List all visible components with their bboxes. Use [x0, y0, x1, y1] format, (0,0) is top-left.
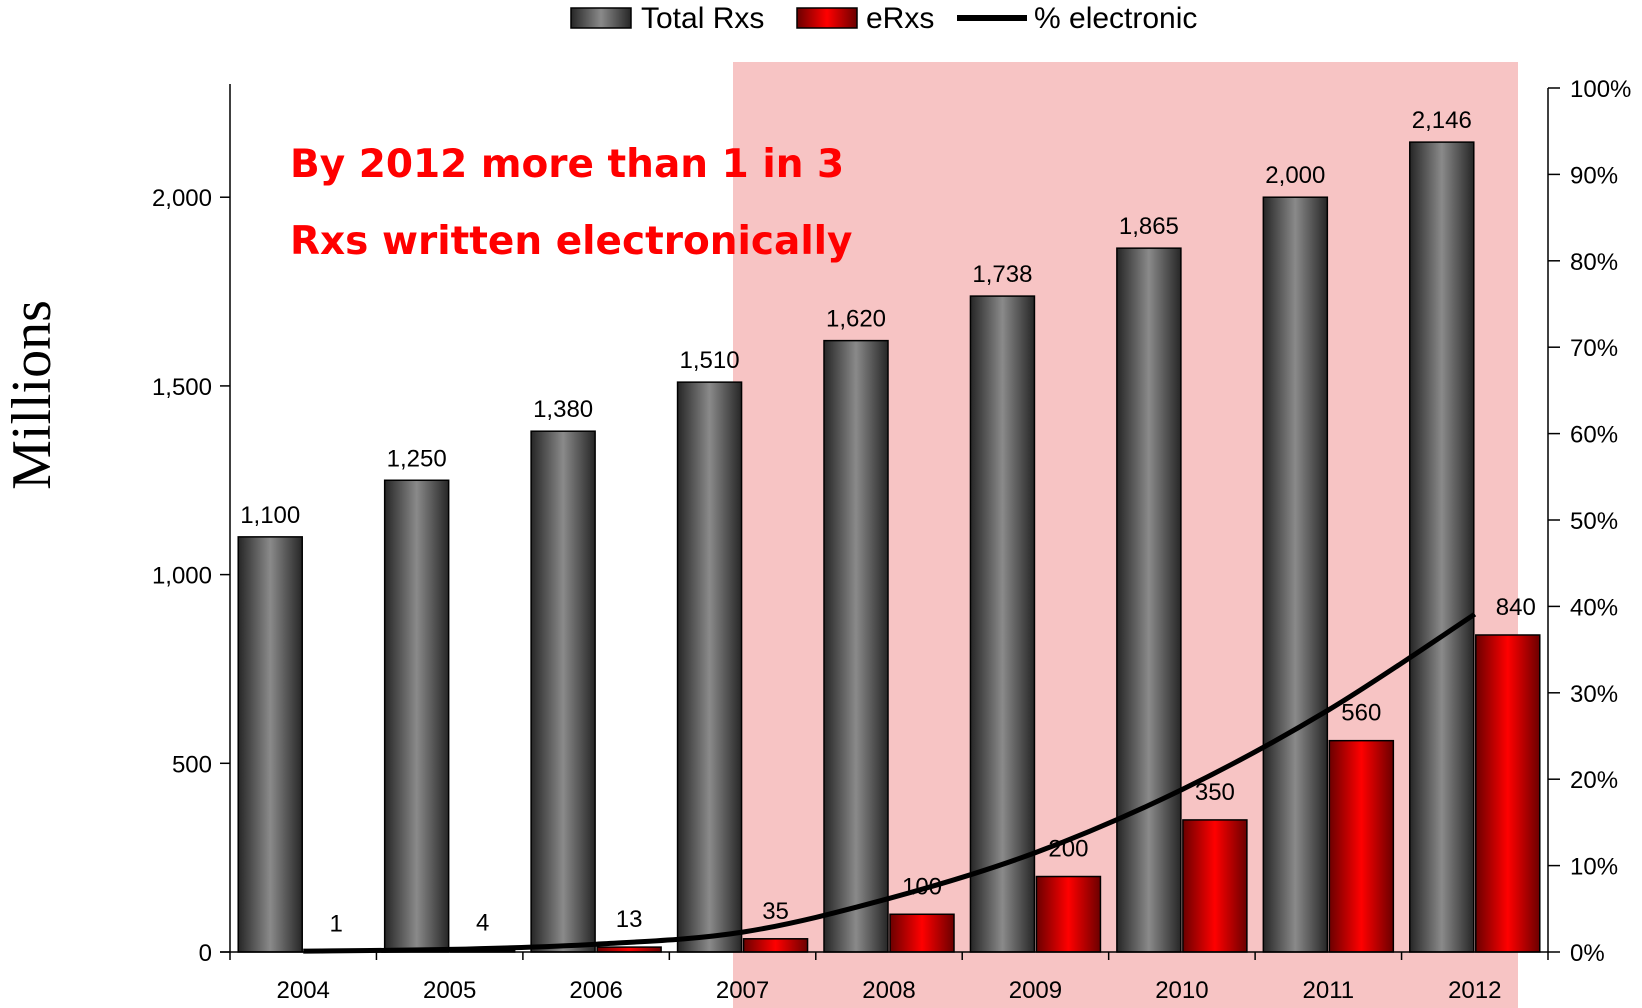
- legend-label-percent-electronic: % electronic: [1034, 2, 1197, 35]
- y2-tick-label-20: 20%: [1570, 767, 1618, 794]
- labels-layer: 1,100 1 2004 1,250 4 2005 1,380 13 2006 1,510 35 20…: [152, 76, 1631, 1004]
- y-axis-title: Millions: [1, 300, 63, 490]
- bar-total-rxs-2008: [823, 339, 889, 953]
- bar-erxs-2008: [889, 913, 955, 953]
- x-tick-label-2004: 2004: [277, 977, 330, 1004]
- y2-tick-label-30: 30%: [1570, 681, 1618, 708]
- legend-label-total-rxs: Total Rxs: [641, 2, 764, 35]
- y2-tick-label-90: 90%: [1570, 162, 1618, 189]
- x-tick-label-2007: 2007: [716, 977, 769, 1004]
- bar-erxs-2011: [1328, 739, 1395, 953]
- data-label-total-rxs-2004: 1,100: [240, 502, 300, 529]
- y2-tick-label-40: 40%: [1570, 594, 1618, 621]
- bar-total-rxs-2004: [237, 536, 303, 953]
- bar-total-rxs-2007: [676, 381, 743, 953]
- bar-erxs-2012: [1475, 634, 1541, 953]
- y-tick-label-0: 0: [199, 940, 212, 967]
- annotation: By 2012 more than 1 in 3 Rxs written ele…: [290, 142, 852, 264]
- x-tick-label-2005: 2005: [423, 977, 476, 1004]
- legend-label-erxs: eRxs: [866, 2, 934, 35]
- y2-tick-label-80: 80%: [1570, 249, 1618, 276]
- data-label-erxs-2010: 350: [1195, 779, 1235, 806]
- y2-tick-label-50: 50%: [1570, 508, 1618, 535]
- percent-electronic-line-layer: [303, 612, 1477, 954]
- y-tick-label-1000: 1,000: [152, 563, 212, 590]
- x-tick-label-2009: 2009: [1009, 977, 1062, 1004]
- data-label-total-rxs-2006: 1,380: [533, 396, 593, 423]
- bar-total-rxs-2009: [969, 295, 1036, 953]
- erxs-bars: [303, 634, 1541, 953]
- data-label-erxs-2011: 560: [1341, 700, 1381, 727]
- annotation-line-1: By 2012 more than 1 in 3: [290, 142, 844, 187]
- bar-total-rxs-2012: [1409, 141, 1475, 953]
- data-label-total-rxs-2011: 2,000: [1265, 162, 1325, 189]
- data-label-total-rxs-2008: 1,620: [826, 306, 886, 333]
- y2-tick-label-10: 10%: [1570, 854, 1618, 881]
- data-label-total-rxs-2012: 2,146: [1412, 107, 1472, 134]
- data-label-erxs-2012: 840: [1496, 594, 1536, 621]
- bar-total-rxs-2006: [530, 430, 596, 953]
- bar-total-rxs-2011: [1262, 196, 1329, 953]
- data-label-erxs-2006: 13: [616, 906, 643, 933]
- bar-erxs-2009: [1035, 875, 1102, 953]
- x-tick-label-2012: 2012: [1448, 977, 1501, 1004]
- axes: [220, 84, 1560, 960]
- x-tick-label-2006: 2006: [569, 977, 622, 1004]
- data-label-total-rxs-2010: 1,865: [1119, 213, 1179, 240]
- x-tick-label-2010: 2010: [1155, 977, 1208, 1004]
- legend: Total Rxs eRxs % electronic: [570, 2, 1197, 35]
- annotation-line-2: Rxs written electronically: [290, 219, 852, 264]
- y-tick-label-500: 500: [172, 751, 212, 778]
- legend-swatch-total-rxs: [570, 7, 632, 29]
- data-label-total-rxs-2007: 1,510: [680, 347, 740, 374]
- bar-erxs-2007: [742, 938, 809, 953]
- data-label-total-rxs-2009: 1,738: [972, 261, 1032, 288]
- data-label-erxs-2007: 35: [762, 898, 789, 925]
- bar-total-rxs-2010: [1116, 247, 1182, 953]
- data-label-erxs-2009: 200: [1048, 836, 1088, 863]
- x-tick-label-2008: 2008: [862, 977, 915, 1004]
- bar-total-rxs-2005: [383, 479, 450, 953]
- line-percent-electronic: [303, 612, 1477, 954]
- data-label-total-rxs-2005: 1,250: [387, 445, 447, 472]
- y2-tick-label-60: 60%: [1570, 422, 1618, 449]
- y2-tick-label-0: 0%: [1570, 940, 1605, 967]
- y-tick-label-1500: 1,500: [152, 374, 212, 401]
- y2-tick-label-100: 100%: [1570, 76, 1631, 103]
- data-label-erxs-2005: 4: [476, 909, 489, 936]
- bar-erxs-2010: [1182, 819, 1248, 953]
- legend-swatch-erxs: [796, 7, 858, 29]
- data-label-erxs-2004: 1: [330, 911, 343, 938]
- y-tick-label-2000: 2,000: [152, 185, 212, 212]
- x-tick-label-2011: 2011: [1303, 977, 1355, 1004]
- total-rxs-bars: [237, 141, 1475, 953]
- y2-tick-label-70: 70%: [1570, 335, 1618, 362]
- data-label-erxs-2008: 100: [902, 873, 942, 900]
